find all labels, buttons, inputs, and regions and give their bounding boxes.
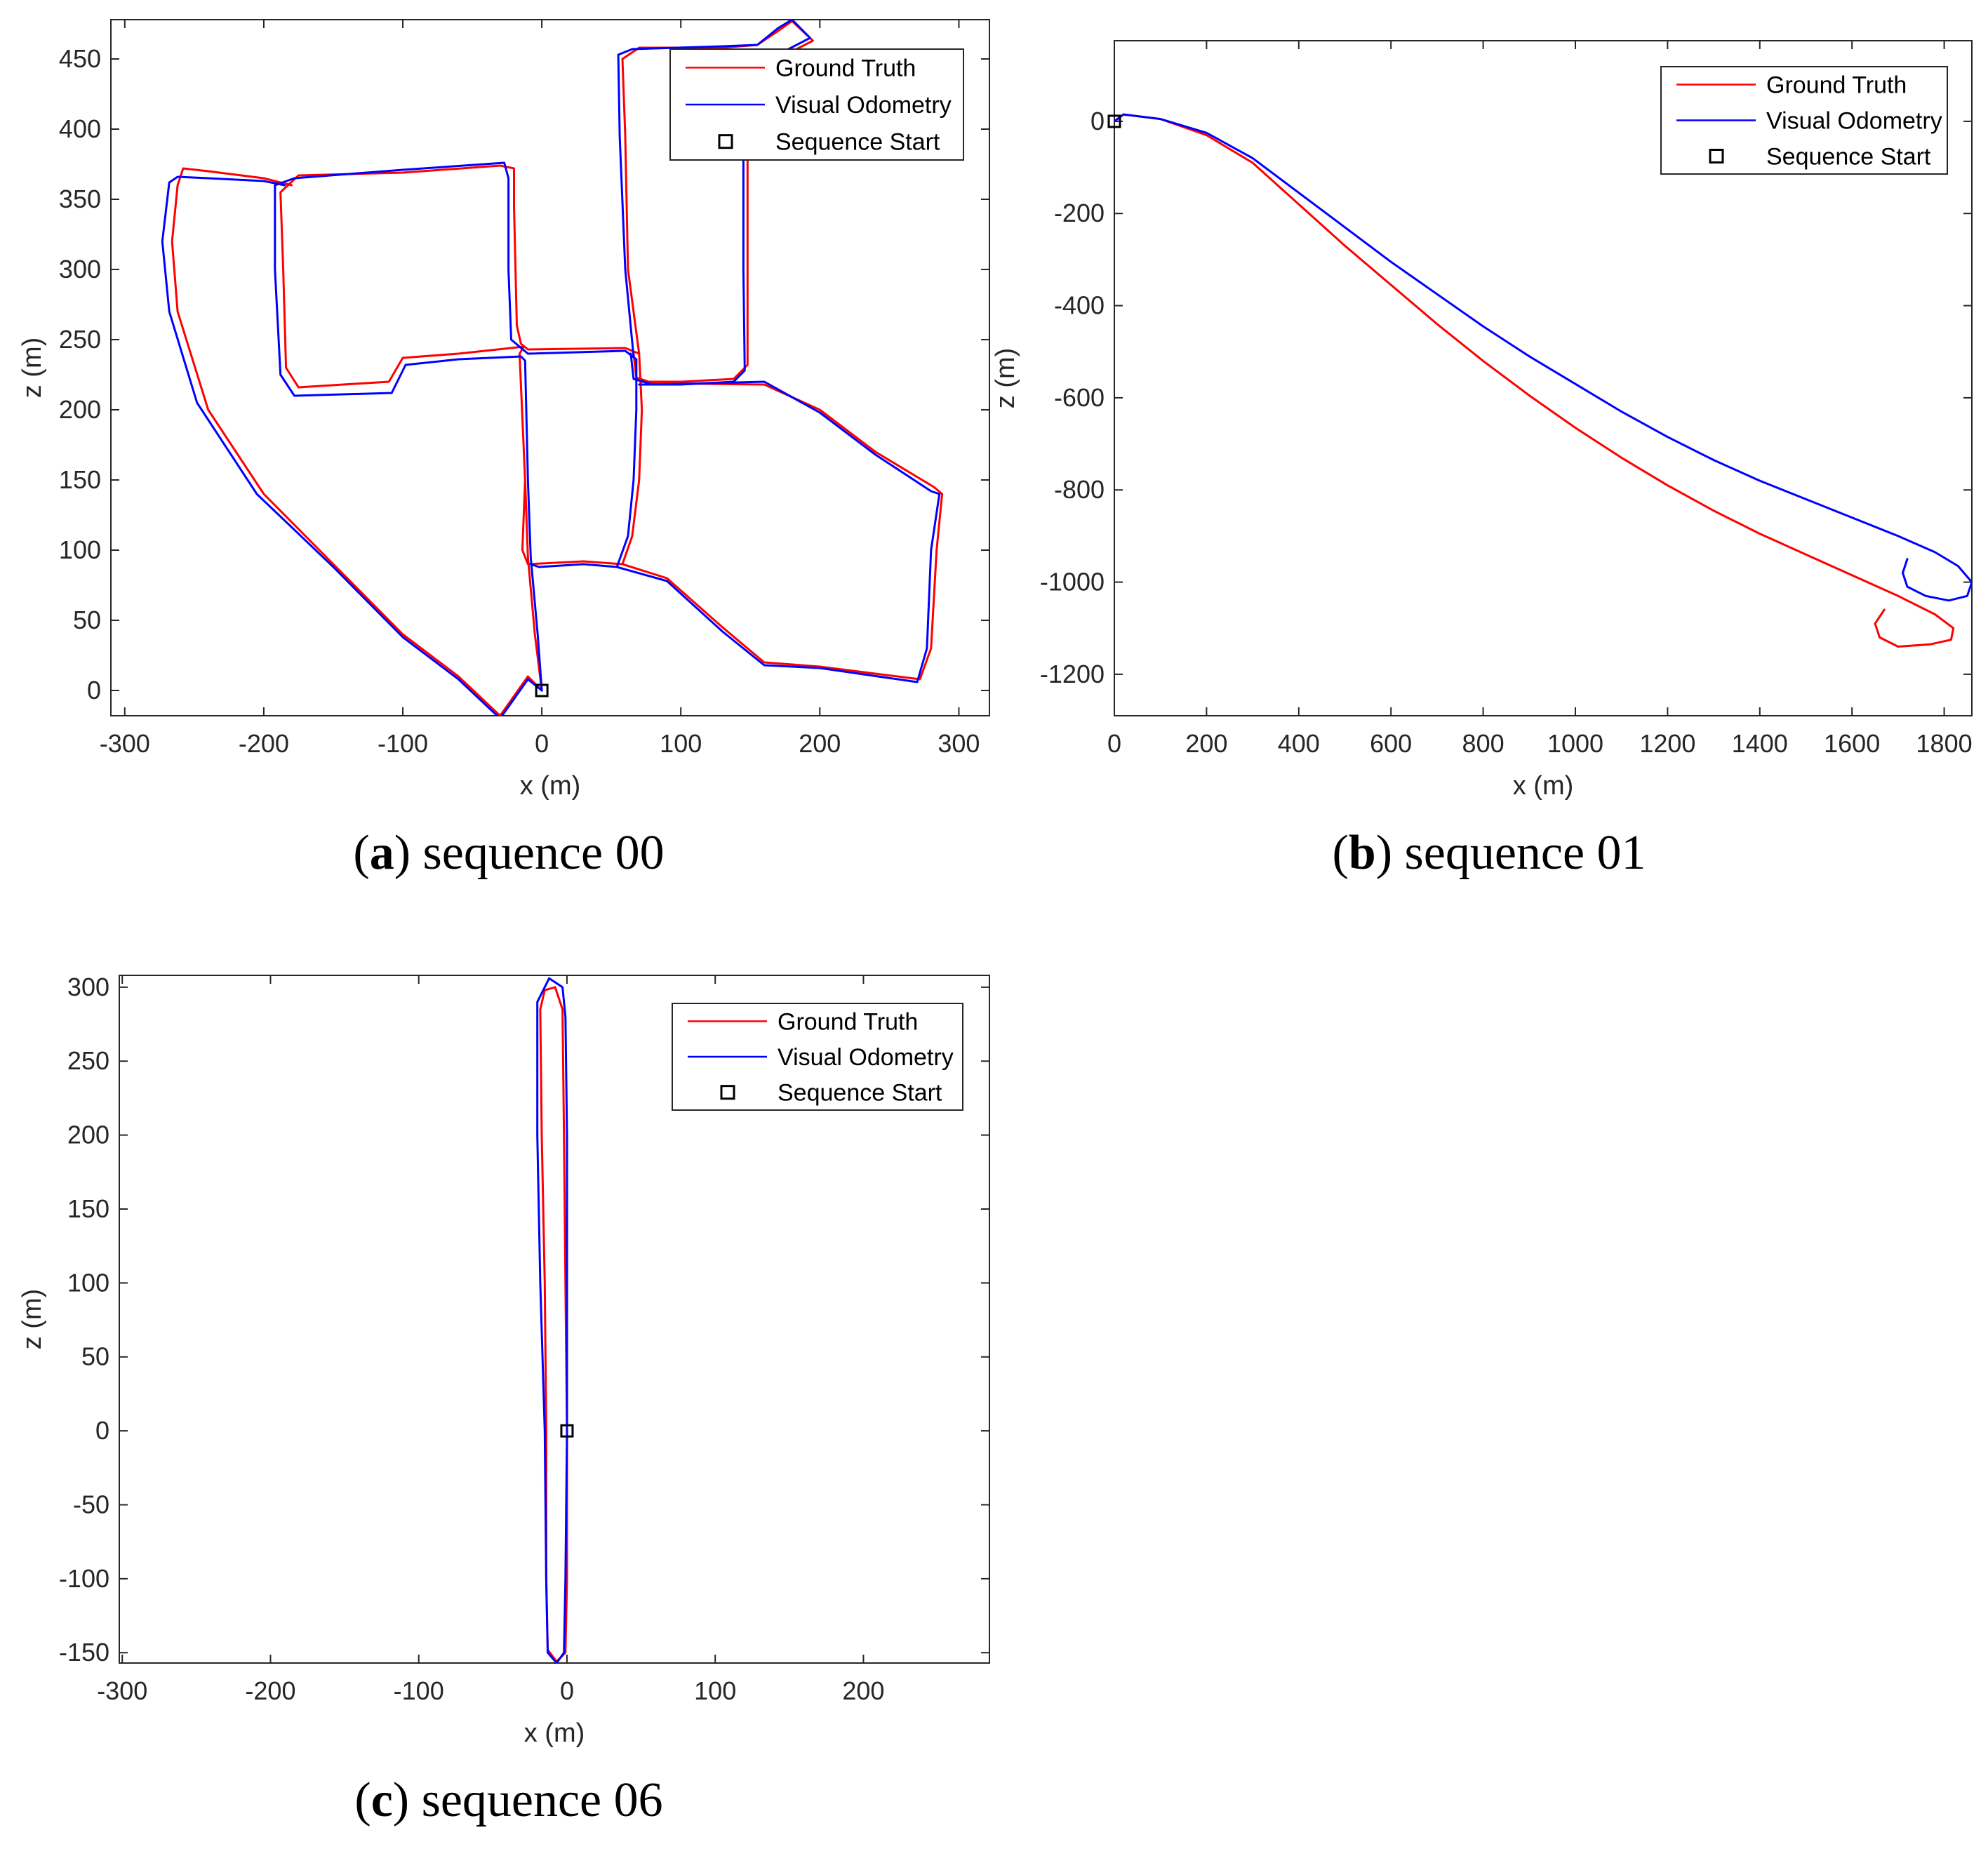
- y-tick-label: 200: [59, 395, 101, 424]
- series-line-visual-odometry: [274, 161, 638, 692]
- legend-label: Visual Odometry: [1766, 108, 1942, 135]
- x-tick-label: 100: [694, 1676, 736, 1705]
- y-tick-label: 250: [67, 1046, 109, 1075]
- legend-label: Sequence Start: [775, 129, 940, 156]
- sequence-start-marker: [560, 1424, 574, 1438]
- y-tick-label: -400: [1054, 291, 1105, 320]
- x-tick-label: 0: [1107, 729, 1121, 758]
- x-tick-label: -200: [245, 1676, 295, 1705]
- y-tick-label: 350: [59, 185, 101, 213]
- panel-caption: (c) sequence 06: [354, 1773, 662, 1827]
- x-tick-label: -100: [394, 1676, 444, 1705]
- x-axis-label: x (m): [520, 771, 581, 801]
- series-line-ground-truth: [171, 167, 543, 716]
- legend-label: Visual Odometry: [778, 1044, 954, 1071]
- y-tick-label: 300: [59, 255, 101, 283]
- x-tick-label: 300: [938, 729, 980, 758]
- y-tick-label: 0: [87, 676, 101, 705]
- panel-caption: (a) sequence 00: [353, 826, 664, 880]
- y-tick-label: -1000: [1040, 568, 1105, 596]
- y-tick-label: 50: [81, 1342, 109, 1371]
- legend-label: Ground Truth: [1766, 72, 1907, 99]
- x-tick-label: -100: [378, 729, 428, 758]
- legend: Ground Truth Visual Odometry Sequence Star…: [669, 48, 964, 161]
- sequence-start-marker: [1107, 114, 1121, 128]
- y-tick-label: 150: [67, 1194, 109, 1223]
- x-tick-label: -300: [97, 1676, 147, 1705]
- series-line-visual-odometry: [161, 175, 543, 716]
- series-group: [1114, 113, 1972, 648]
- y-tick-label: -1200: [1040, 660, 1105, 688]
- y-tick-label: 50: [73, 606, 101, 634]
- x-tick-label: 800: [1462, 729, 1505, 758]
- x-tick-label: 200: [1185, 729, 1227, 758]
- x-axis-label: x (m): [1513, 771, 1574, 801]
- chart-panel-b: 0 200 400 600 800 1000 1200 1400 1600 1800 0 -200 -4…: [991, 40, 1973, 880]
- legend-sample-sequence-start: [1709, 149, 1724, 163]
- y-tick-label: -200: [1054, 199, 1105, 227]
- x-tick-label: 0: [535, 729, 549, 758]
- y-tick-label: -150: [59, 1638, 109, 1667]
- chart-panel-a: -300 -200 -100 0 100 200 300 0 50 100 150 200 250 300…: [18, 19, 990, 880]
- x-tick-label: 1200: [1639, 729, 1695, 758]
- series-line-visual-odometry: [617, 20, 811, 386]
- x-tick-label: 1800: [1916, 729, 1973, 758]
- y-tick-label: 450: [59, 44, 101, 73]
- legend: Ground Truth Visual Odometry Sequence Star…: [672, 1003, 963, 1111]
- y-tick-label: 100: [59, 535, 101, 564]
- x-tick-label: 600: [1370, 729, 1412, 758]
- x-tick-label: 1000: [1547, 729, 1603, 758]
- x-tick-label: 0: [560, 1676, 574, 1705]
- y-tick-label: 250: [59, 325, 101, 354]
- x-tick-label: 1400: [1732, 729, 1788, 758]
- legend: Ground Truth Visual Odometry Sequence Star…: [1660, 66, 1948, 175]
- y-tick-label: 400: [59, 114, 101, 143]
- legend-label: Ground Truth: [778, 1008, 918, 1035]
- y-tick-label: 0: [95, 1416, 109, 1445]
- x-axis-label: x (m): [524, 1718, 585, 1748]
- legend-label: Sequence Start: [778, 1080, 942, 1107]
- sequence-start-marker: [535, 683, 549, 697]
- series-line-visual-odometry: [1114, 113, 1972, 602]
- x-tick-label: 200: [799, 729, 841, 758]
- x-tick-label: -300: [100, 729, 150, 758]
- x-tick-label: -200: [239, 729, 289, 758]
- series-line-visual-odometry: [536, 977, 568, 1663]
- x-tick-label: 400: [1278, 729, 1320, 758]
- x-tick-label: 200: [842, 1676, 884, 1705]
- y-tick-label: 0: [1090, 107, 1105, 135]
- legend-label: Ground Truth: [775, 55, 916, 81]
- y-axis-label: z (m): [18, 1289, 47, 1350]
- series-group: [536, 977, 568, 1663]
- y-tick-label: 200: [67, 1121, 109, 1149]
- y-tick-label: -50: [73, 1490, 109, 1518]
- series-group: [161, 20, 944, 716]
- legend-label: Sequence Start: [1766, 144, 1931, 171]
- chart-panel-c: -300 -200 -100 0 100 200 300 250 200 150 100 50 0 -50…: [18, 973, 990, 1827]
- y-tick-label: 100: [67, 1268, 109, 1297]
- y-tick-label: -600: [1054, 383, 1105, 412]
- series-line-ground-truth: [1114, 113, 1955, 648]
- panel-caption: (b) sequence 01: [1332, 826, 1646, 880]
- x-tick-label: 100: [660, 729, 702, 758]
- y-tick-label: 150: [59, 465, 101, 494]
- legend-sample-sequence-start: [718, 134, 733, 149]
- legend-sample-sequence-start: [720, 1085, 735, 1100]
- y-tick-label: -800: [1054, 475, 1105, 504]
- y-tick-label: 300: [67, 973, 109, 1001]
- legend-label: Visual Odometry: [775, 92, 952, 119]
- y-axis-label: z (m): [18, 338, 47, 399]
- y-axis-label: z (m): [991, 348, 1020, 409]
- x-tick-label: 1600: [1824, 729, 1880, 758]
- y-tick-label: -100: [59, 1564, 109, 1593]
- series-line-ground-truth: [279, 164, 643, 692]
